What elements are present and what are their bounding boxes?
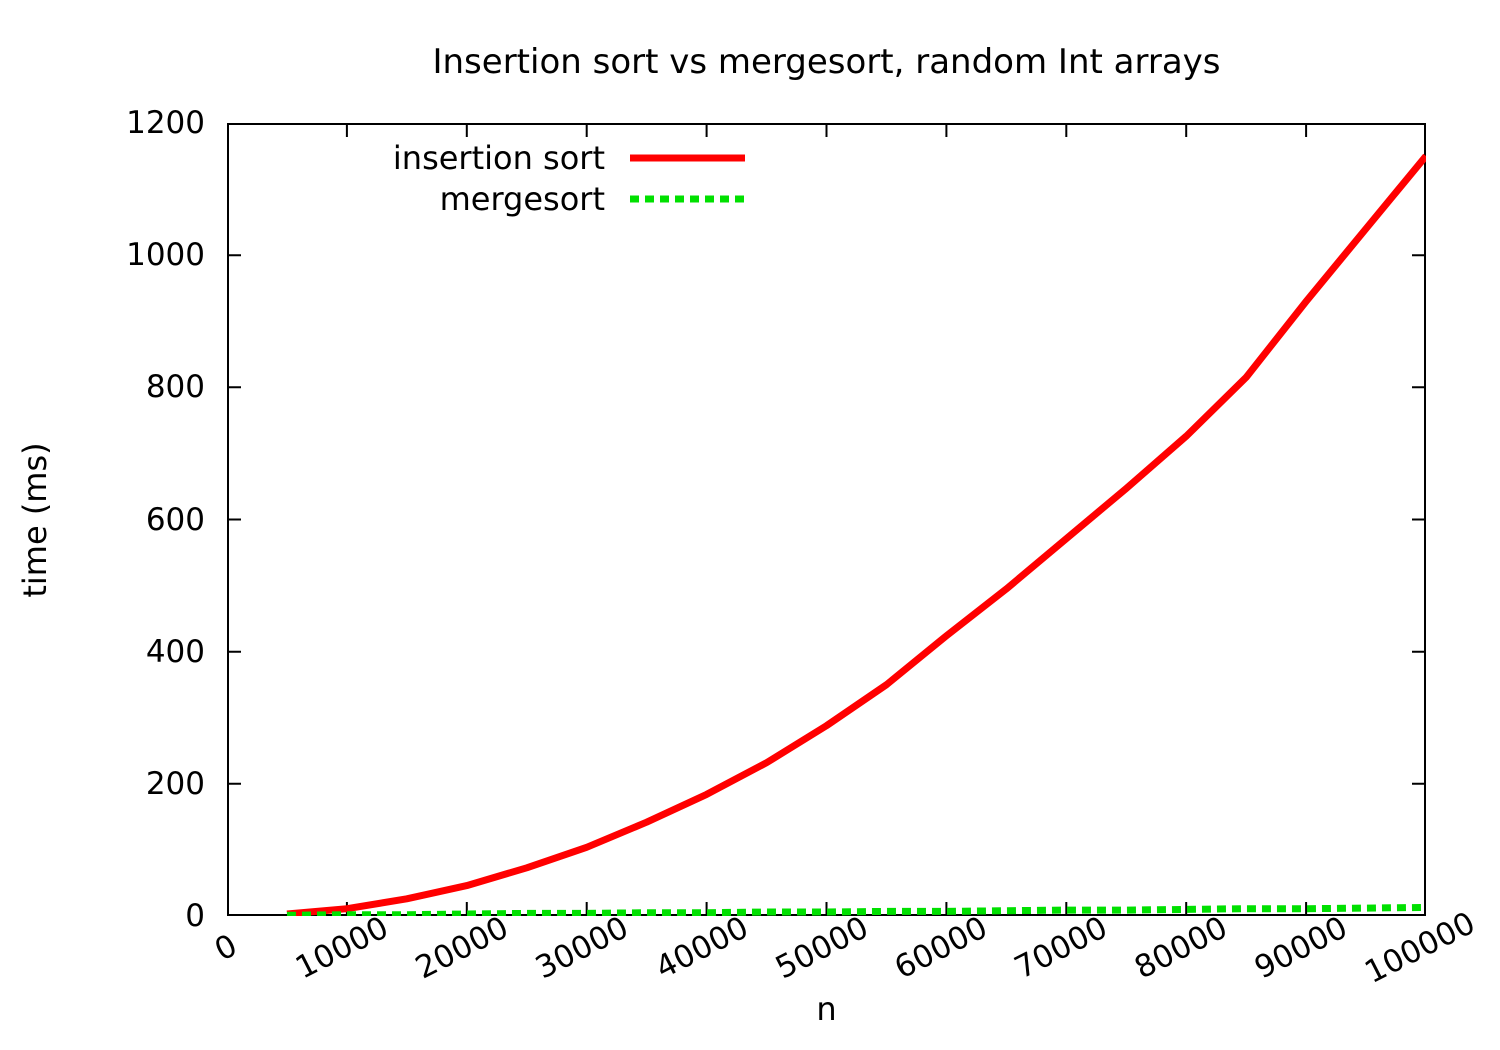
- legend: insertion sort mergesort: [330, 137, 745, 219]
- series-line-insertion-sort: [286, 153, 1426, 916]
- x-tick-label: 50000: [769, 909, 874, 987]
- legend-line-sample-insertion-sort: [630, 152, 745, 164]
- legend-row-mergesort: mergesort: [330, 178, 745, 219]
- series-line-mergesort: [286, 903, 1426, 916]
- x-tick-label: 40000: [649, 909, 754, 987]
- chart-title: Insertion sort vs mergesort, random Int …: [432, 42, 1221, 82]
- y-tick-label: 400: [145, 633, 205, 670]
- y-tick-label: 1200: [126, 105, 205, 141]
- x-tick-label: 20000: [409, 909, 514, 987]
- x-tick-label: 10000: [289, 909, 395, 987]
- x-tick-label: 30000: [529, 909, 634, 987]
- y-tick-label: 200: [145, 765, 205, 802]
- x-tick-label: 100000: [1359, 905, 1481, 991]
- x-tick-label: 80000: [1129, 909, 1234, 987]
- legend-label-mergesort: mergesort: [439, 179, 605, 218]
- x-tick-label: 70000: [1009, 909, 1114, 987]
- plot-border: [227, 123, 1426, 916]
- axis-ticks: [227, 123, 1426, 916]
- legend-row-insertion-sort: insertion sort: [330, 137, 745, 178]
- y-tick-label: 800: [145, 369, 205, 406]
- y-tick-label: 600: [145, 501, 205, 538]
- x-tick-label: 60000: [889, 909, 994, 987]
- x-tick-label: 90000: [1249, 909, 1354, 987]
- plot-area: [227, 123, 1426, 916]
- x-tick-label: 0: [209, 927, 243, 969]
- legend-label-insertion-sort: insertion sort: [392, 138, 605, 177]
- y-tick-label: 0: [185, 898, 205, 934]
- y-tick-label: 1000: [126, 237, 205, 274]
- legend-line-sample-mergesort: [630, 193, 745, 205]
- x-axis-label: n: [816, 990, 837, 1028]
